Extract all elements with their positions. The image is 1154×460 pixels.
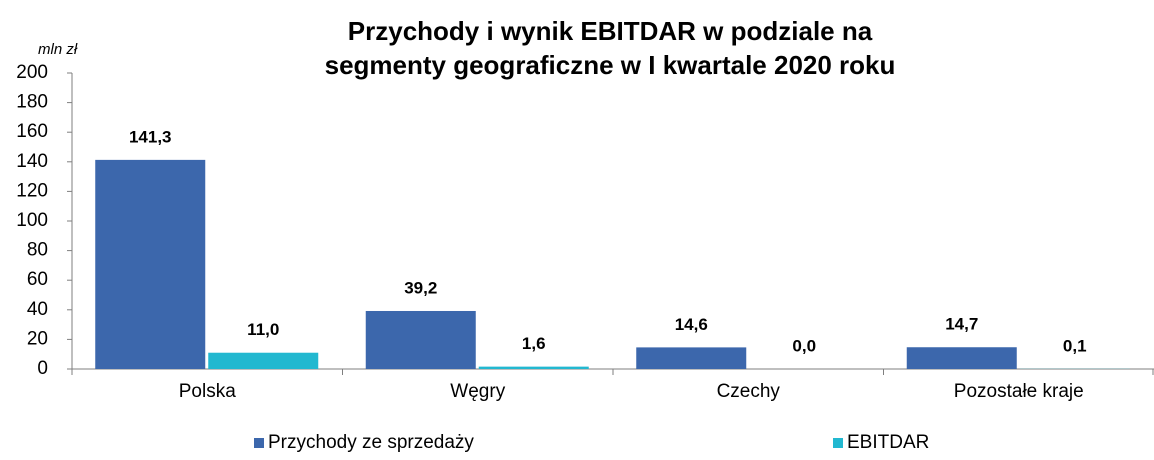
- legend-label: EBITDAR: [847, 432, 929, 453]
- value-label: 11,0: [247, 320, 279, 339]
- chart-title: segmenty geograficzne w I kwartale 2020 …: [325, 50, 896, 80]
- x-tick-label: Pozostałe kraje: [954, 381, 1084, 402]
- y-tick-label: 80: [27, 240, 48, 261]
- y-tick-label: 100: [16, 210, 48, 231]
- bar: [479, 367, 589, 369]
- x-tick-label: Polska: [179, 381, 236, 402]
- y-tick-label: 180: [16, 92, 48, 113]
- value-label: 14,7: [945, 315, 978, 334]
- y-tick-label: 60: [27, 269, 48, 290]
- y-tick-label: 40: [27, 299, 48, 320]
- y-tick-label: 20: [27, 328, 48, 349]
- bar: [636, 347, 746, 369]
- bar: [208, 353, 318, 369]
- chart-title: Przychody i wynik EBITDAR w podziale na: [348, 16, 873, 46]
- y-tick-label: 0: [37, 358, 48, 379]
- x-tick-label: Węgry: [450, 381, 505, 402]
- legend-label: Przychody ze sprzedaży: [268, 432, 474, 453]
- y-tick-label: 120: [16, 180, 48, 201]
- y-tick-label: 160: [16, 121, 48, 142]
- value-label: 141,3: [129, 127, 172, 146]
- value-label: 0,1: [1063, 336, 1087, 355]
- bar: [95, 160, 205, 369]
- bar: [907, 347, 1017, 369]
- x-tick-label: Czechy: [717, 381, 781, 402]
- bar: [366, 311, 476, 369]
- legend-swatch: [254, 438, 264, 448]
- legend-swatch: [833, 438, 843, 448]
- value-label: 39,2: [404, 278, 437, 297]
- y-tick-label: 200: [16, 62, 48, 83]
- y-tick-label: 140: [16, 151, 48, 172]
- value-label: 1,6: [522, 334, 546, 353]
- value-label: 14,6: [675, 315, 708, 334]
- value-label: 0,0: [792, 336, 816, 355]
- y-axis-label: mln zł: [38, 41, 78, 58]
